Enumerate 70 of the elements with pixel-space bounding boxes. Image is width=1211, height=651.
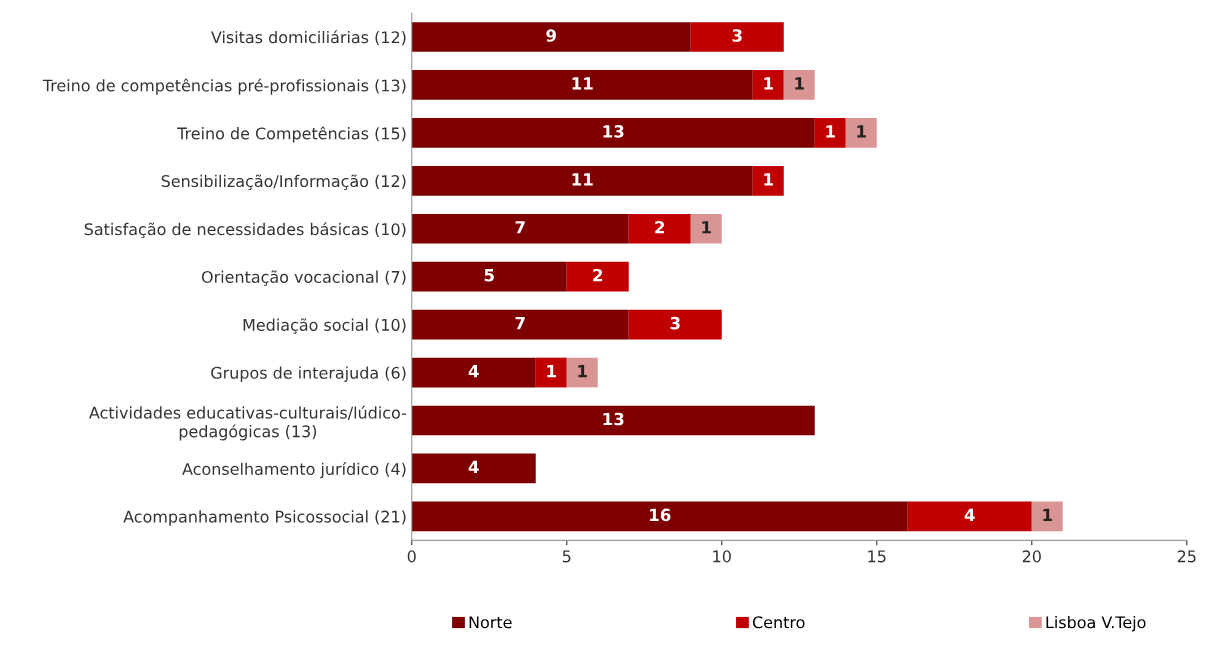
bar (1031, 501, 1063, 532)
data-label: 9 (546, 29, 556, 42)
bar (411, 453, 536, 484)
data-label: 13 (603, 412, 624, 426)
data-label: 1 (1043, 508, 1052, 521)
x-tick-label: 5 (562, 550, 571, 563)
data-label: 2 (655, 220, 665, 234)
y-tick-label: Sensibilização/Informação (12) (161, 174, 406, 190)
data-label: 7 (515, 317, 525, 330)
bar (783, 70, 815, 100)
x-tick-label: 25 (1177, 550, 1196, 563)
y-tick-label: Treino de Competências (15) (177, 126, 406, 143)
data-label: 5 (484, 269, 494, 282)
y-tick-label: Aconselhamento jurídico (4) (182, 462, 406, 479)
data-label: 2 (593, 268, 603, 282)
x-tick-label: 0 (407, 550, 416, 563)
data-label: 1 (547, 365, 556, 378)
bar (411, 357, 536, 388)
bar (752, 165, 784, 196)
y-tick-label: Visitas domiciliárias (12) (211, 30, 406, 46)
bar (845, 118, 877, 148)
data-label: 11 (572, 77, 593, 90)
x-tick-label: 10 (713, 550, 731, 563)
y-tick-label: Acompanhamento Psicossocial (21) (123, 510, 406, 526)
data-label: 1 (857, 125, 866, 138)
bar (690, 213, 722, 244)
data-label: 13 (603, 125, 624, 138)
bar (628, 213, 691, 244)
legend-label: Centro (752, 616, 805, 629)
bar (814, 118, 846, 148)
data-label: 1 (826, 125, 835, 138)
data-label: 3 (670, 316, 680, 330)
bar (628, 309, 722, 340)
y-tick-label: Mediação social (10) (243, 318, 406, 334)
data-label: 7 (515, 221, 525, 234)
data-label: 16 (650, 508, 671, 522)
data-label: 11 (572, 173, 593, 186)
legend-label: Lisboa V.Tejo (1046, 615, 1146, 632)
y-tick-label: Orientação vocacional (7) (201, 270, 406, 286)
y-tick-label: Satisfação de necessidades básicas (10) (84, 222, 406, 239)
data-label: 1 (702, 221, 711, 234)
bar (907, 501, 1032, 532)
data-label: 1 (764, 173, 773, 186)
y-tick-label: Grupos de interajuda (6) (211, 366, 406, 382)
legend-label: Norte (469, 616, 512, 629)
bar (411, 22, 691, 52)
data-label: 4 (468, 460, 479, 474)
y-tick-label: Treino de competências pré-profissionais (13) (42, 78, 406, 95)
data-label: 1 (764, 77, 773, 90)
bar (411, 213, 629, 244)
bar (752, 70, 784, 100)
x-tick-label: 20 (1022, 550, 1041, 563)
bar (411, 70, 753, 100)
bar (411, 118, 815, 148)
data-label: 3 (732, 29, 742, 42)
bar (411, 309, 629, 340)
x-tick-label: 15 (868, 550, 886, 563)
bar (566, 357, 598, 388)
bar (411, 405, 815, 436)
bar (411, 501, 908, 532)
y-tick-label: Actividades educativas-culturais/lúdico- pedagógicas (13) (89, 405, 407, 441)
bar (690, 22, 784, 52)
bar (566, 261, 629, 292)
data-label: 4 (468, 365, 479, 378)
data-label: 4 (964, 508, 975, 521)
bar (535, 357, 567, 388)
bar (411, 261, 567, 292)
data-label: 1 (578, 365, 587, 378)
bar (411, 165, 753, 196)
data-label: 1 (795, 77, 804, 90)
